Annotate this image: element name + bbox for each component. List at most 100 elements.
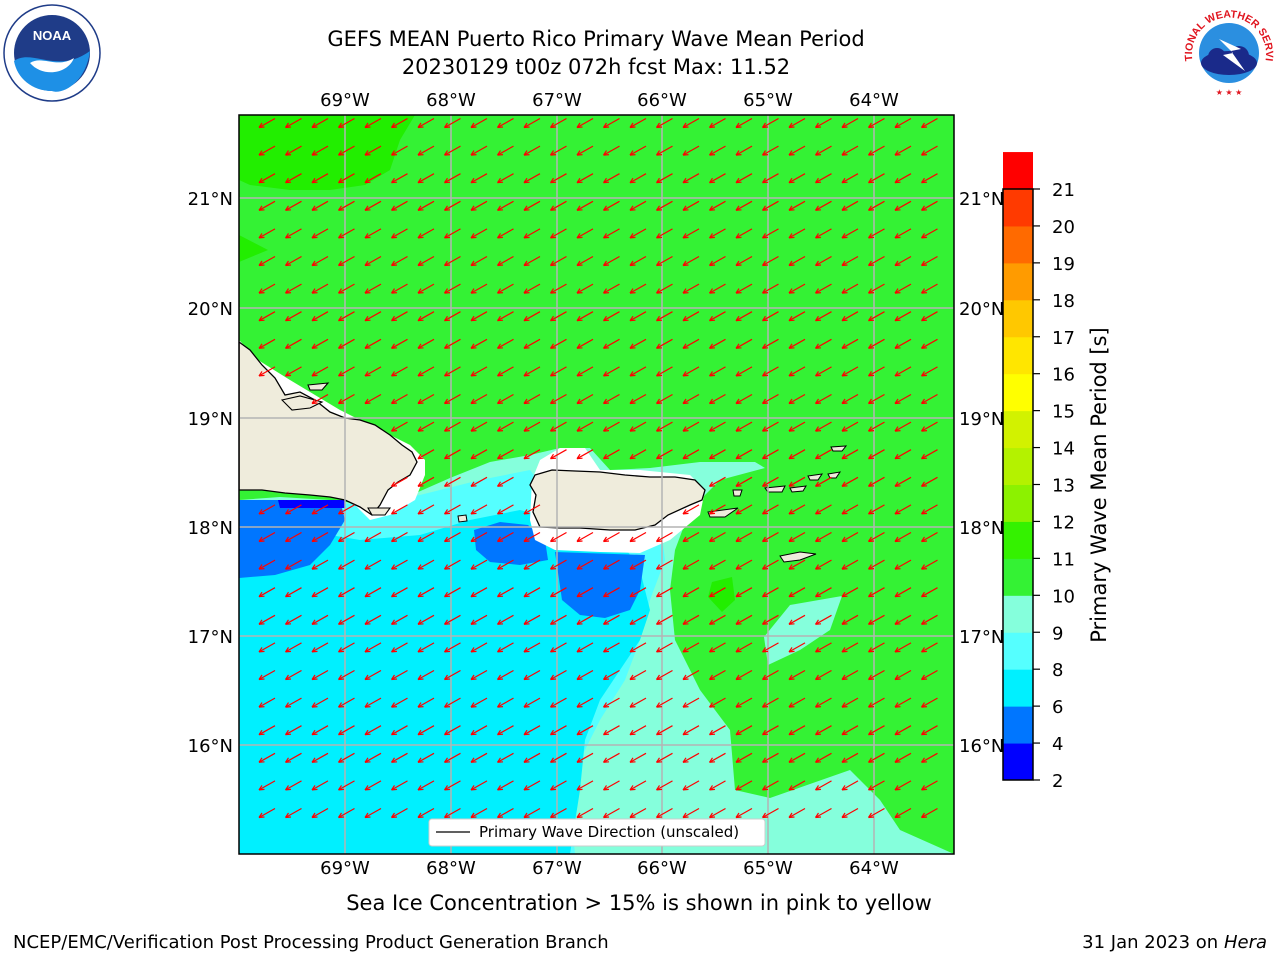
wave-vector-arrow	[311, 366, 329, 377]
wave-vector-arrow	[868, 255, 885, 267]
wave-vector-arrow	[417, 145, 435, 156]
wave-vector-arrow	[417, 173, 435, 184]
wave-vector-arrow	[841, 366, 859, 377]
wave-vector-arrow	[788, 393, 806, 405]
wave-vector-arrow	[603, 366, 620, 377]
wave-vector-arrow	[364, 311, 382, 322]
wave-vector-arrow	[921, 642, 938, 653]
wave-vector-arrow	[735, 366, 753, 377]
wave-vector-arrow	[841, 311, 859, 322]
wave-vector-arrow	[629, 752, 647, 763]
wave-vector-arrow	[735, 780, 753, 791]
wave-vector-arrow	[603, 311, 620, 322]
wave-vector-arrow	[391, 173, 408, 184]
wave-vector-arrow	[735, 200, 753, 211]
wave-vector-arrow	[470, 504, 488, 515]
wave-vector-arrow	[841, 449, 859, 460]
wave-vector-arrow	[576, 614, 594, 625]
colorbar-tick-label: 21	[1052, 180, 1075, 201]
wave-vector-arrow	[311, 807, 329, 819]
wave-vector-arrow	[550, 228, 567, 239]
wave-vector-arrow	[682, 145, 700, 156]
wave-vector-arrow	[285, 311, 302, 322]
wave-vector-arrow	[629, 642, 647, 653]
wave-vector-arrow	[550, 283, 567, 294]
wave-vector-arrow	[603, 780, 620, 791]
wave-vector-arrow	[576, 366, 594, 377]
wave-vector-arrow	[868, 173, 885, 184]
lon-label-top: 68°W	[426, 90, 476, 111]
wave-vector-arrow	[338, 228, 355, 239]
wave-vector-arrow	[470, 449, 488, 460]
wave-vector-arrow	[894, 642, 912, 653]
wave-vector-arrow	[550, 807, 567, 819]
wave-vector-arrow	[311, 614, 329, 625]
wave-vector-arrow	[470, 780, 488, 791]
wave-vector-arrow	[841, 725, 859, 736]
wave-vector-arrow	[258, 807, 276, 819]
wave-vector-arrow	[735, 117, 753, 129]
wave-vector-arrow	[841, 780, 859, 791]
wave-vector-arrow	[391, 559, 408, 570]
wave-vector-arrow	[338, 614, 355, 625]
wave-vector-arrow	[868, 338, 885, 349]
wave-vector-arrow	[603, 283, 620, 294]
wave-vector-arrow	[470, 173, 488, 184]
wave-vector-arrow	[709, 476, 726, 487]
wave-vector-arrow	[311, 559, 329, 570]
wave-vector-arrow	[470, 531, 488, 543]
wave-vector-arrow	[285, 338, 302, 349]
wave-vector-arrow	[311, 338, 329, 349]
wave-vector-arrow	[550, 531, 567, 543]
wave-vector-arrow	[735, 559, 753, 570]
wave-vector-arrow	[258, 531, 276, 543]
wave-vector-arrow	[868, 807, 885, 819]
wave-vector-arrow	[682, 255, 700, 267]
wave-vector-arrow	[311, 531, 329, 543]
land-islet	[307, 382, 330, 391]
wave-vector-arrow	[497, 669, 514, 681]
wave-vector-arrow	[444, 752, 461, 763]
wave-vector-arrow	[338, 255, 355, 267]
wave-vector-arrow	[656, 697, 673, 708]
wave-vector-arrow	[788, 283, 806, 294]
wave-vector-arrow	[364, 366, 382, 377]
wave-vector-arrow	[470, 476, 488, 487]
wave-vector-arrow	[868, 642, 885, 653]
wave-vector-arrow	[470, 366, 488, 377]
wave-vector-arrow	[364, 614, 382, 625]
wave-vector-arrow	[391, 752, 408, 763]
wave-vector-arrow	[364, 393, 382, 405]
wave-vector-arrow	[391, 421, 408, 432]
wave-vector-arrow	[258, 725, 276, 736]
chart-title: GEFS MEAN Puerto Rico Primary Wave Mean …	[327, 27, 865, 51]
wave-vector-arrow	[470, 642, 488, 653]
wave-vector-arrow	[841, 255, 859, 267]
wave-vector-arrow	[338, 393, 355, 405]
wave-vector-arrow	[921, 366, 938, 377]
lon-label-top: 69°W	[320, 90, 370, 111]
wave-field-2-4	[278, 500, 345, 508]
nws-logo: NATIONAL WEATHER SERVICE ★ ★ ★	[1179, 1, 1277, 99]
wave-vector-arrow	[603, 449, 620, 460]
wave-vector-arrow	[576, 283, 594, 294]
wave-vector-arrow	[815, 476, 832, 487]
wave-vector-arrow	[497, 173, 514, 184]
wave-vector-arrow	[576, 449, 594, 460]
wave-vector-arrow	[550, 642, 567, 653]
wave-vector-arrow	[709, 697, 726, 708]
wave-vector-arrow	[258, 780, 276, 791]
wave-vector-arrow	[762, 531, 779, 543]
lon-label-bottom: 66°W	[637, 858, 687, 879]
wave-vector-arrow	[762, 255, 779, 267]
noaa-logo-text: NOAA	[33, 28, 72, 43]
lon-label-top: 65°W	[743, 90, 793, 111]
wave-vector-arrow	[603, 725, 620, 736]
wave-vector-arrow	[921, 587, 938, 598]
wave-vector-arrow	[788, 752, 806, 763]
wave-vector-arrow	[417, 725, 435, 736]
wave-vector-arrow	[444, 476, 461, 487]
wave-vector-arrow	[735, 145, 753, 156]
wave-vector-arrow	[603, 807, 620, 819]
lat-label-right: 18°N	[959, 518, 1004, 539]
